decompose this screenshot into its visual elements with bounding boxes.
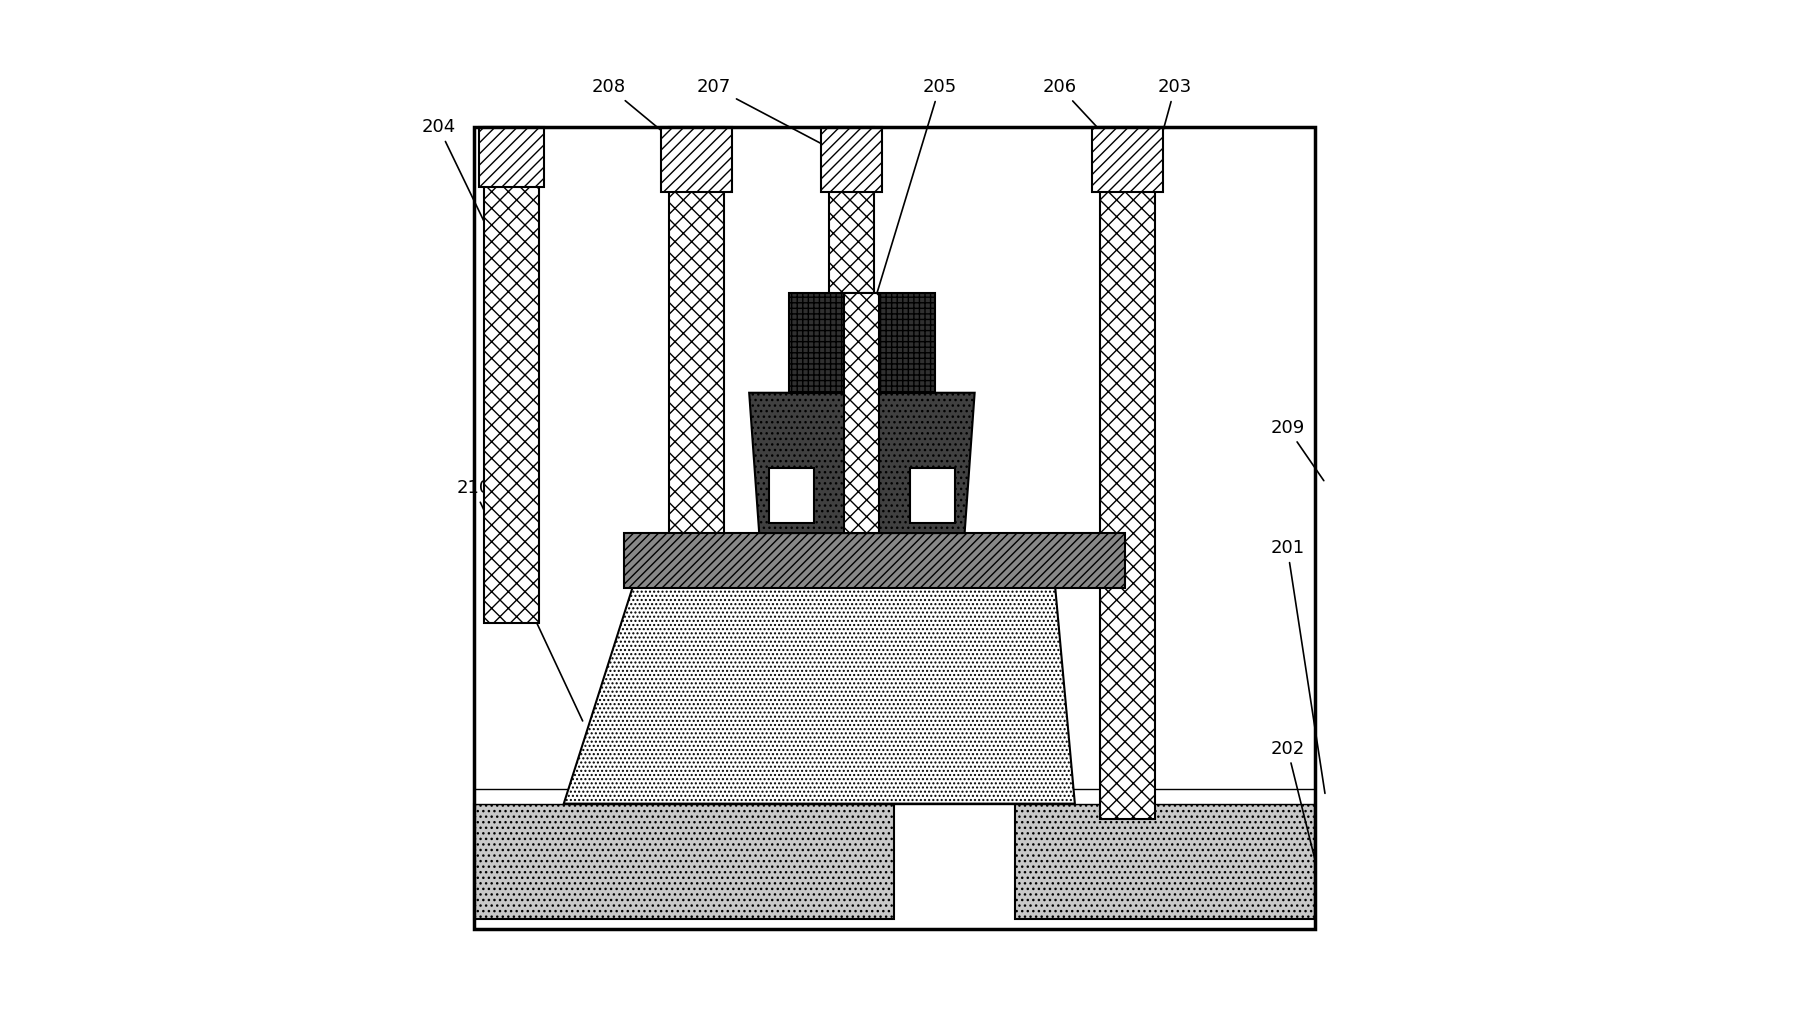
Bar bbox=[474, 127, 1315, 929]
Bar bbox=[1093, 127, 1163, 192]
Polygon shape bbox=[564, 583, 1075, 804]
Bar bbox=[474, 788, 1315, 804]
Bar bbox=[769, 468, 814, 523]
Text: 203: 203 bbox=[1156, 78, 1192, 157]
Bar bbox=[845, 293, 879, 533]
Bar bbox=[660, 127, 733, 192]
Text: 204: 204 bbox=[421, 118, 510, 275]
Bar bbox=[910, 468, 955, 523]
Bar bbox=[789, 293, 935, 393]
Bar bbox=[479, 127, 545, 187]
Text: 209: 209 bbox=[1270, 419, 1324, 481]
Bar bbox=[474, 127, 1315, 929]
Text: 205: 205 bbox=[863, 78, 957, 340]
Bar bbox=[474, 804, 894, 918]
Text: 206: 206 bbox=[1042, 78, 1125, 157]
Bar bbox=[829, 127, 874, 573]
Text: 210: 210 bbox=[456, 479, 582, 721]
Text: 202: 202 bbox=[1270, 740, 1315, 859]
Bar bbox=[669, 127, 724, 573]
Bar bbox=[483, 127, 539, 623]
Bar bbox=[1015, 804, 1315, 918]
Bar bbox=[624, 533, 1125, 588]
Text: 208: 208 bbox=[592, 78, 695, 158]
Bar bbox=[474, 127, 1315, 583]
Text: 207: 207 bbox=[696, 78, 850, 158]
Bar bbox=[1100, 127, 1154, 819]
Text: 201: 201 bbox=[1270, 539, 1324, 793]
Bar bbox=[821, 127, 883, 192]
Polygon shape bbox=[749, 393, 975, 533]
